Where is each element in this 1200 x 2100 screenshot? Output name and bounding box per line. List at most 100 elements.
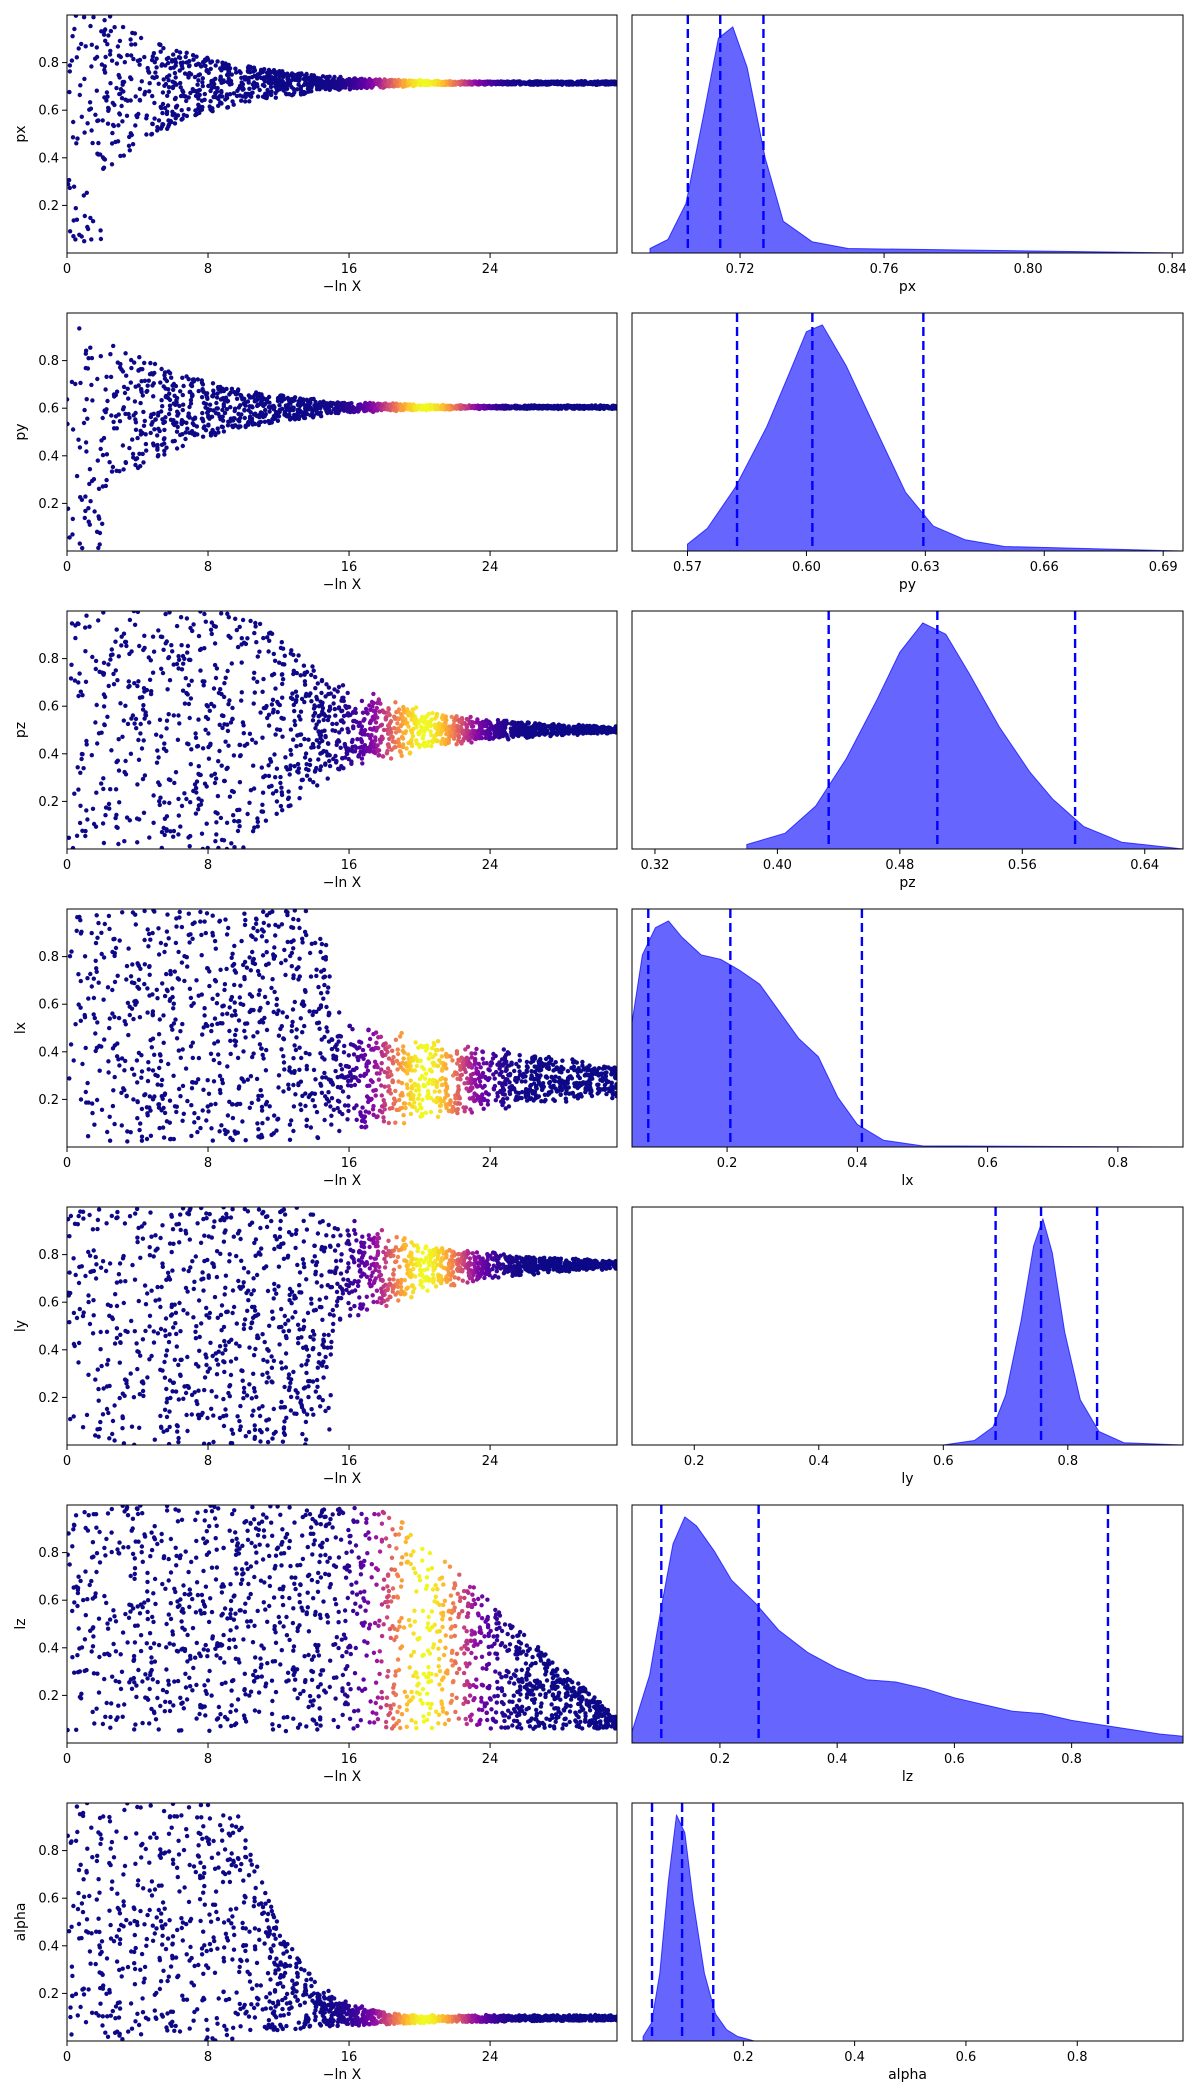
trace-point bbox=[91, 821, 97, 827]
trace-point bbox=[278, 774, 283, 780]
trace-point bbox=[184, 796, 189, 802]
trace-point bbox=[178, 85, 183, 90]
trace-point bbox=[170, 439, 175, 444]
trace-point bbox=[285, 76, 290, 82]
trace-point bbox=[435, 738, 440, 744]
trace-point bbox=[148, 414, 154, 420]
trace-point bbox=[176, 411, 181, 416]
trace-point bbox=[336, 409, 341, 414]
trace-point bbox=[180, 116, 185, 121]
trace-point bbox=[87, 624, 92, 629]
trace-point bbox=[401, 81, 406, 86]
trace-point bbox=[160, 90, 166, 95]
trace-point bbox=[375, 403, 381, 408]
trace-point bbox=[208, 407, 213, 412]
trace-point bbox=[279, 785, 284, 790]
trace-point bbox=[152, 361, 158, 367]
trace-point bbox=[395, 721, 400, 726]
trace-point bbox=[335, 689, 340, 694]
trace-point bbox=[243, 75, 248, 80]
trace-point bbox=[257, 87, 262, 93]
trace-point bbox=[225, 71, 231, 77]
trace-point bbox=[92, 509, 97, 514]
trace-point bbox=[213, 411, 219, 416]
trace-point bbox=[243, 99, 248, 104]
trace-point bbox=[108, 787, 113, 792]
trace-point bbox=[206, 422, 211, 427]
trace-point bbox=[148, 360, 153, 366]
trace-point bbox=[102, 70, 108, 75]
trace-point bbox=[200, 846, 205, 849]
trace-point bbox=[592, 80, 598, 85]
trace-point bbox=[493, 81, 498, 87]
trace-point bbox=[266, 723, 272, 728]
trace-point bbox=[141, 738, 146, 743]
trace-point bbox=[434, 406, 439, 411]
trace-point bbox=[82, 515, 88, 521]
trace-point bbox=[339, 406, 344, 411]
trace-point bbox=[77, 671, 82, 676]
trace-point bbox=[116, 737, 121, 742]
trace-point bbox=[364, 710, 369, 715]
trace-point bbox=[144, 132, 149, 137]
trace-point bbox=[252, 67, 257, 72]
trace-point bbox=[96, 140, 101, 146]
trace-point bbox=[273, 95, 278, 100]
trace-point bbox=[170, 109, 175, 115]
trace-point bbox=[173, 57, 178, 62]
trace-point bbox=[318, 735, 323, 741]
trace-point bbox=[137, 355, 142, 360]
trace-point bbox=[205, 55, 210, 60]
trace-point bbox=[222, 722, 227, 727]
trace-point bbox=[116, 654, 122, 659]
trace-point bbox=[76, 680, 81, 685]
trace-point bbox=[321, 717, 326, 723]
x-tick-label: 0.69 bbox=[1149, 560, 1178, 575]
trace-point bbox=[127, 148, 132, 153]
trace-point bbox=[166, 124, 171, 129]
trace-point bbox=[172, 780, 177, 786]
trace-point bbox=[188, 90, 193, 96]
trace-point bbox=[240, 94, 246, 99]
trace-point bbox=[79, 497, 85, 502]
trace-point bbox=[280, 646, 286, 651]
trace-point bbox=[155, 433, 160, 438]
trace-point bbox=[276, 76, 281, 82]
trace-point bbox=[159, 124, 165, 129]
trace-point bbox=[83, 44, 88, 49]
trace-point bbox=[209, 620, 214, 625]
trace-point bbox=[299, 696, 305, 702]
trace-point bbox=[193, 108, 198, 113]
trace-point bbox=[174, 103, 180, 109]
trace-point bbox=[387, 729, 392, 734]
trace-point bbox=[142, 645, 147, 651]
trace-point bbox=[101, 786, 106, 792]
trace-point bbox=[153, 70, 158, 75]
trace-point bbox=[594, 404, 600, 410]
trace-point bbox=[67, 506, 71, 511]
trace-point bbox=[94, 529, 100, 534]
x-tick-label: 16 bbox=[341, 262, 358, 277]
trace-point bbox=[196, 78, 201, 83]
trace-point bbox=[306, 693, 312, 698]
trace-point bbox=[89, 64, 94, 69]
trace-point bbox=[302, 736, 307, 742]
trace-point bbox=[164, 74, 170, 80]
trace-point bbox=[180, 375, 185, 380]
trace-point bbox=[361, 406, 366, 412]
trace-point bbox=[96, 545, 101, 551]
trace-point bbox=[188, 800, 193, 805]
trace-point bbox=[177, 50, 183, 55]
trace-point bbox=[545, 403, 550, 408]
trace-point bbox=[247, 731, 253, 736]
trace-point bbox=[139, 79, 144, 84]
trace-point bbox=[311, 413, 316, 418]
trace-point bbox=[531, 82, 537, 87]
trace-point bbox=[188, 398, 194, 403]
trace-point bbox=[77, 541, 83, 546]
trace-point bbox=[167, 403, 173, 408]
trace-point bbox=[196, 388, 201, 394]
trace-point bbox=[180, 407, 185, 413]
trace-point bbox=[141, 703, 146, 708]
trace-point bbox=[159, 63, 164, 68]
